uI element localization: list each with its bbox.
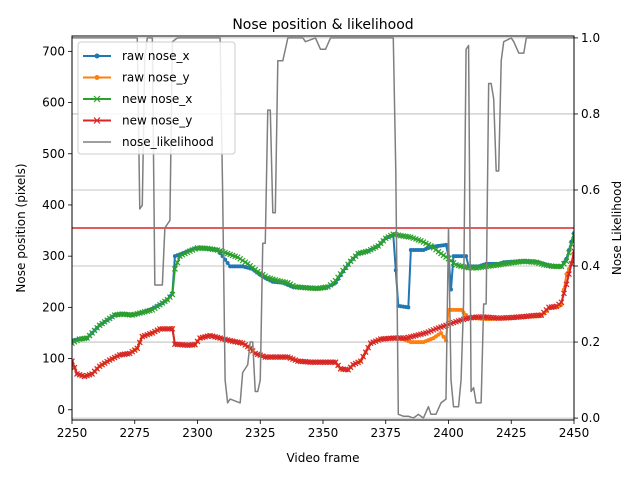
data-point	[360, 353, 367, 360]
legend-label: raw nose_x	[122, 49, 190, 63]
data-point	[561, 290, 567, 297]
data-point	[169, 291, 176, 298]
y-tick-label-left: 500	[42, 147, 65, 161]
y-tick-label-left: 100	[42, 352, 65, 366]
data-point	[563, 258, 570, 265]
y-tick-label-left: 300	[42, 249, 65, 263]
data-point	[459, 307, 464, 312]
x-tick-label: 2350	[308, 426, 339, 440]
x-tick-label: 2400	[433, 426, 464, 440]
y-axis-label-left: Nose position (pixels)	[14, 163, 28, 292]
x-axis-label: Video frame	[286, 451, 359, 465]
x-tick-label: 2275	[119, 426, 150, 440]
data-point	[571, 248, 574, 254]
legend-entry: raw nose_y	[83, 71, 190, 85]
data-point	[332, 277, 339, 284]
legend-entry: raw nose_x	[83, 49, 190, 63]
chart-title: Nose position & likelihood	[232, 17, 413, 33]
data-point	[571, 232, 574, 239]
data-point	[568, 260, 574, 267]
data-point	[365, 344, 372, 351]
y-tick-label-left: 0	[57, 403, 65, 417]
series-new-nose-x	[72, 231, 574, 347]
y-tick-label-left: 200	[42, 300, 65, 314]
data-point	[464, 254, 469, 259]
data-point	[563, 281, 570, 288]
x-tick-label: 2450	[559, 426, 590, 440]
y-axis-label-right: Nose Likelihood	[610, 181, 624, 275]
x-tick-label: 2300	[182, 426, 213, 440]
data-point	[169, 325, 176, 332]
y-tick-label-right: 0.4	[581, 259, 600, 273]
legend-label: new nose_y	[122, 114, 192, 128]
axis-layer: 2250 2275 2300 2325 2350 2375 2400 2425 2450 0 100…	[42, 31, 600, 440]
data-point	[438, 330, 443, 335]
data-point	[225, 260, 230, 265]
legend-entry: new nose_x	[83, 92, 192, 106]
series-new-nose-y	[72, 248, 574, 380]
legend-entry: nose_likelihood	[83, 135, 214, 149]
legend-label: nose_likelihood	[122, 135, 214, 149]
y-tick-label-right: 1.0	[581, 31, 600, 45]
data-point	[72, 358, 75, 365]
data-point	[568, 241, 574, 248]
data-point	[558, 299, 565, 306]
data-point	[566, 249, 572, 256]
data-point	[337, 270, 344, 277]
legend-marker	[94, 53, 100, 59]
y-tick-label-left: 600	[42, 96, 65, 110]
y-tick-label-left: 700	[42, 44, 65, 58]
legend-marker	[94, 75, 100, 80]
data-point	[72, 364, 78, 371]
legend-marker	[93, 117, 101, 124]
data-point	[171, 266, 178, 272]
data-point	[174, 259, 181, 266]
legend-marker	[93, 95, 101, 103]
data-point	[136, 339, 143, 346]
x-tick-label: 2425	[496, 426, 527, 440]
y-tick-label-right: 0.2	[581, 335, 600, 349]
data-point	[335, 274, 341, 281]
data-point	[566, 271, 572, 278]
x-tick-label: 2325	[245, 426, 276, 440]
legend-label: new nose_x	[122, 92, 192, 106]
series-layer	[72, 37, 574, 419]
data-point	[362, 349, 369, 356]
data-point	[441, 334, 446, 339]
x-tick-label: 2375	[370, 426, 401, 440]
grid-layer	[72, 37, 574, 419]
legend-label: raw nose_y	[122, 71, 190, 85]
legend-entry: new nose_y	[83, 114, 192, 128]
data-point	[357, 358, 364, 365]
legend-box	[77, 41, 236, 155]
data-point	[406, 305, 411, 310]
x-tick-label: 2250	[57, 426, 88, 440]
y-tick-label-right: 0.6	[581, 183, 600, 197]
y-tick-label-right: 0.8	[581, 107, 600, 121]
data-point	[443, 242, 448, 247]
data-point	[134, 345, 141, 352]
y-tick-label-right: 0.0	[581, 411, 600, 425]
y-tick-label-left: 400	[42, 198, 65, 212]
